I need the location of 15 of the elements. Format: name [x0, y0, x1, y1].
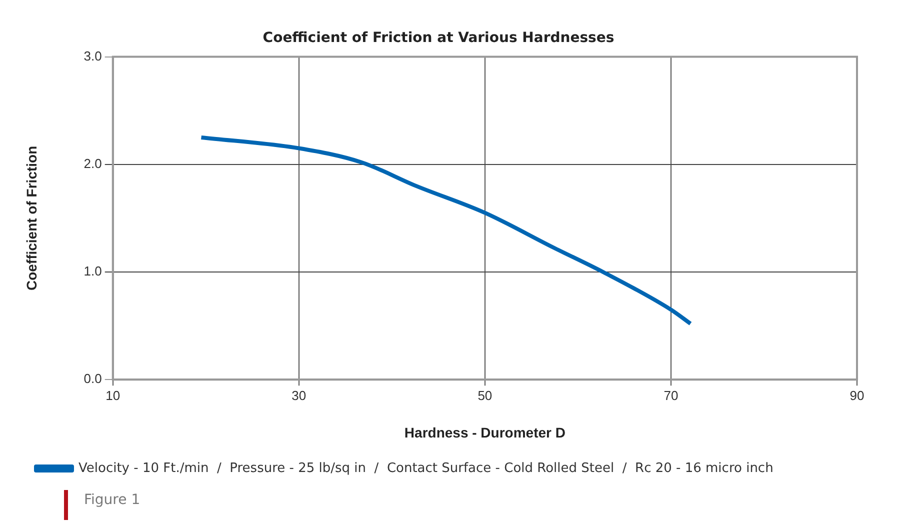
y-tick-label: 2.0 — [84, 156, 102, 171]
y-tick-label: 3.0 — [84, 48, 102, 64]
x-tick-label: 30 — [292, 388, 306, 403]
y-tick-label: 1.0 — [84, 264, 102, 279]
line-series — [199, 136, 692, 326]
y-tick-label: 0.0 — [84, 371, 102, 386]
x-tick-label: 70 — [664, 388, 678, 403]
chart-title: Coefficient of Friction at Various Hardnesses — [262, 30, 614, 46]
caption: Figure 1 — [83, 492, 140, 508]
x-axis-title: Hardness - Durometer D — [404, 424, 566, 440]
x-tick-label: 90 — [850, 388, 864, 403]
x-tick-label: 50 — [478, 388, 492, 403]
x-tick-label: 10 — [106, 388, 120, 403]
legend-label: Velocity - 10 Ft./min / Pressure - 25 lb/sq in / Contact Surface - Cold Rolled Steel / Rc 20 - 16 micro inch — [78, 460, 774, 476]
y-axis-title: Coefficient of Friction — [23, 146, 40, 291]
